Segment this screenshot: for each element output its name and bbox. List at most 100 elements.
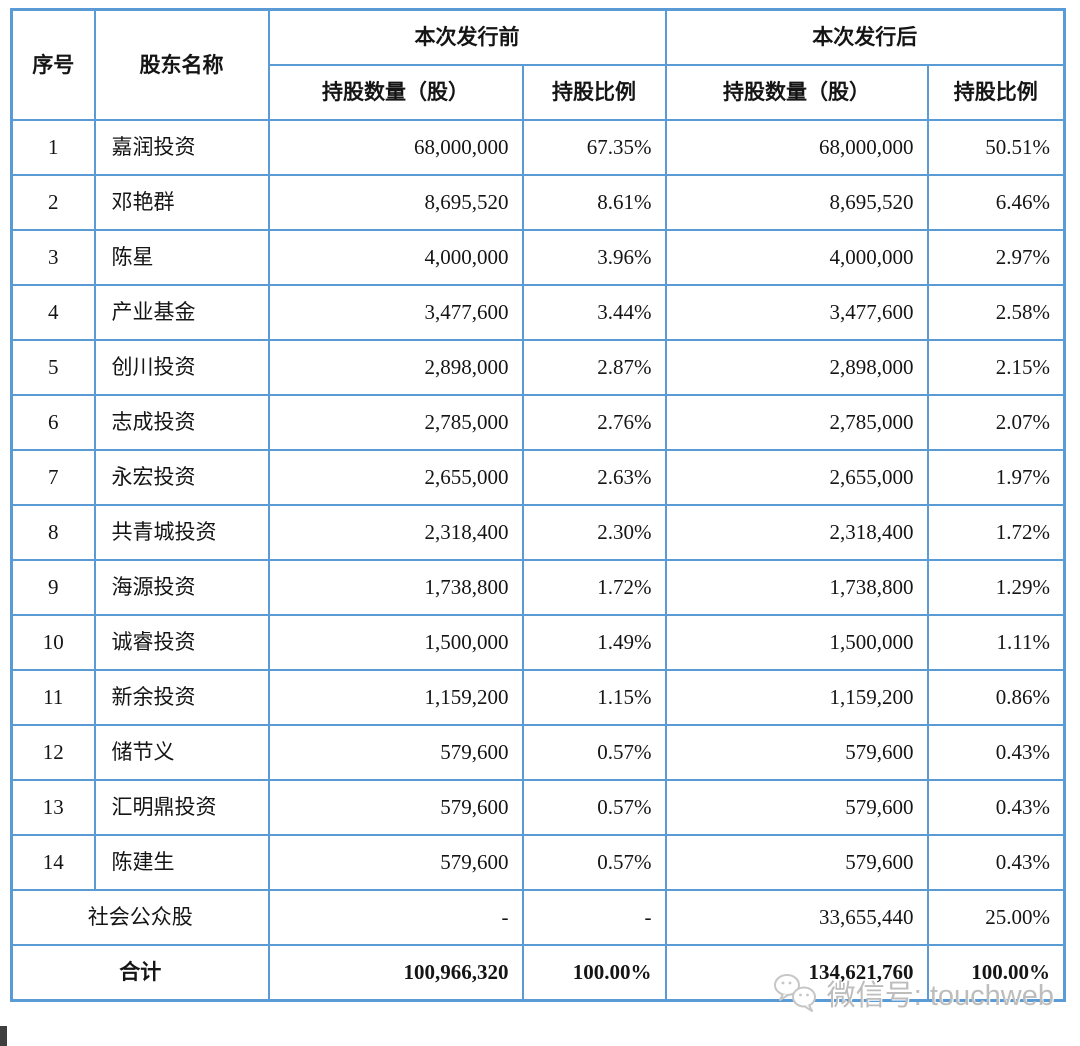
pre-shares-cell: 579,600	[267, 779, 524, 836]
shareholder-name-cell: 邓艳群	[93, 174, 270, 231]
pre-shares-cell: 2,655,000	[267, 449, 524, 506]
header-post-shares: 持股数量（股）	[664, 64, 929, 121]
table-row: 1 嘉润投资 68,000,000 67.35% 68,000,000 50.5…	[10, 119, 1066, 176]
pre-shares-cell: -	[267, 889, 524, 946]
pre-ratio-cell: 67.35%	[521, 119, 667, 176]
post-shares-cell: 3,477,600	[664, 284, 929, 341]
post-ratio-cell: 2.07%	[926, 394, 1066, 451]
pre-ratio-cell: 0.57%	[521, 724, 667, 781]
shareholder-name-cell: 新余投资	[93, 669, 270, 726]
shareholder-name-cell: 志成投资	[93, 394, 270, 451]
post-ratio-cell: 1.97%	[926, 449, 1066, 506]
post-ratio-cell: 0.43%	[926, 834, 1066, 891]
post-ratio-cell: 2.97%	[926, 229, 1066, 286]
pre-shares-cell: 4,000,000	[267, 229, 524, 286]
pre-ratio-cell: 2.30%	[521, 504, 667, 561]
header-pre-ratio: 持股比例	[521, 64, 667, 121]
index-cell: 10	[10, 614, 96, 671]
pre-shares-cell: 579,600	[267, 724, 524, 781]
table-row: 6 志成投资 2,785,000 2.76% 2,785,000 2.07%	[10, 394, 1066, 451]
index-cell: 14	[10, 834, 96, 891]
pre-shares-cell: 579,600	[267, 834, 524, 891]
pre-shares-cell: 68,000,000	[267, 119, 524, 176]
table-header: 序号 股东名称 本次发行前 本次发行后 持股数量（股） 持股比例 持股数量（股）…	[10, 8, 1066, 121]
post-ratio-cell: 25.00%	[926, 889, 1066, 946]
pre-ratio-cell: 8.61%	[521, 174, 667, 231]
index-cell: 1	[10, 119, 96, 176]
pre-ratio-cell: 3.44%	[521, 284, 667, 341]
pre-ratio-cell: 3.96%	[521, 229, 667, 286]
pre-ratio-cell: 0.57%	[521, 779, 667, 836]
table-row: 8 共青城投资 2,318,400 2.30% 2,318,400 1.72%	[10, 504, 1066, 561]
post-shares-cell: 579,600	[664, 779, 929, 836]
index-cell: 3	[10, 229, 96, 286]
post-shares-cell: 4,000,000	[664, 229, 929, 286]
post-ratio-cell: 0.43%	[926, 779, 1066, 836]
header-shareholder-name: 股东名称	[93, 8, 270, 121]
index-cell: 6	[10, 394, 96, 451]
shareholder-name-cell: 陈建生	[93, 834, 270, 891]
header-after-issuance: 本次发行后	[664, 8, 1066, 66]
public-shares-row: 社会公众股 - - 33,655,440 25.00%	[10, 889, 1066, 946]
header-post-ratio: 持股比例	[926, 64, 1066, 121]
post-ratio-cell: 1.11%	[926, 614, 1066, 671]
post-shares-cell: 579,600	[664, 724, 929, 781]
post-shares-cell: 1,500,000	[664, 614, 929, 671]
post-shares-cell: 2,785,000	[664, 394, 929, 451]
post-shares-cell: 1,738,800	[664, 559, 929, 616]
table-row: 14 陈建生 579,600 0.57% 579,600 0.43%	[10, 834, 1066, 891]
table-row: 10 诚睿投资 1,500,000 1.49% 1,500,000 1.11%	[10, 614, 1066, 671]
index-cell: 4	[10, 284, 96, 341]
shareholder-name-cell: 共青城投资	[93, 504, 270, 561]
index-cell: 11	[10, 669, 96, 726]
pre-ratio-cell: 1.15%	[521, 669, 667, 726]
pre-shares-cell: 8,695,520	[267, 174, 524, 231]
shareholder-name-cell: 诚睿投资	[93, 614, 270, 671]
index-cell: 2	[10, 174, 96, 231]
post-ratio-cell: 6.46%	[926, 174, 1066, 231]
table-row: 2 邓艳群 8,695,520 8.61% 8,695,520 6.46%	[10, 174, 1066, 231]
table-row: 4 产业基金 3,477,600 3.44% 3,477,600 2.58%	[10, 284, 1066, 341]
pre-ratio-total-cell: 100.00%	[521, 944, 667, 1002]
shareholder-table: 序号 股东名称 本次发行前 本次发行后 持股数量（股） 持股比例 持股数量（股）…	[10, 8, 1066, 1002]
post-shares-cell: 33,655,440	[664, 889, 929, 946]
pre-shares-cell: 1,159,200	[267, 669, 524, 726]
pre-ratio-cell: 2.76%	[521, 394, 667, 451]
pre-ratio-cell: -	[521, 889, 667, 946]
pre-ratio-cell: 2.87%	[521, 339, 667, 396]
table-row: 13 汇明鼎投资 579,600 0.57% 579,600 0.43%	[10, 779, 1066, 836]
wechat-icon	[773, 972, 819, 1014]
index-cell: 7	[10, 449, 96, 506]
index-cell: 5	[10, 339, 96, 396]
post-shares-cell: 68,000,000	[664, 119, 929, 176]
post-shares-cell: 1,159,200	[664, 669, 929, 726]
index-cell: 12	[10, 724, 96, 781]
post-ratio-total-cell: 100.00%	[926, 944, 1066, 1002]
shareholder-name-cell: 嘉润投资	[93, 119, 270, 176]
post-ratio-cell: 1.29%	[926, 559, 1066, 616]
pre-shares-cell: 3,477,600	[267, 284, 524, 341]
header-before-issuance: 本次发行前	[267, 8, 667, 66]
post-ratio-cell: 0.86%	[926, 669, 1066, 726]
table-row: 12 储节义 579,600 0.57% 579,600 0.43%	[10, 724, 1066, 781]
table-row: 5 创川投资 2,898,000 2.87% 2,898,000 2.15%	[10, 339, 1066, 396]
pre-ratio-cell: 1.72%	[521, 559, 667, 616]
table-row: 9 海源投资 1,738,800 1.72% 1,738,800 1.29%	[10, 559, 1066, 616]
shareholder-name-cell: 陈星	[93, 229, 270, 286]
header-index: 序号	[10, 8, 96, 121]
pre-ratio-cell: 0.57%	[521, 834, 667, 891]
post-shares-cell: 2,318,400	[664, 504, 929, 561]
index-cell: 9	[10, 559, 96, 616]
pre-shares-total-cell: 100,966,320	[267, 944, 524, 1002]
post-ratio-cell: 50.51%	[926, 119, 1066, 176]
shareholder-rows: 1 嘉润投资 68,000,000 67.35% 68,000,000 50.5…	[10, 119, 1066, 891]
shareholder-name-cell: 产业基金	[93, 284, 270, 341]
index-cell: 13	[10, 779, 96, 836]
post-ratio-cell: 2.15%	[926, 339, 1066, 396]
total-row: 合计 100,966,320 100.00% 134,621,760 100.0…	[10, 944, 1066, 1002]
table-row: 3 陈星 4,000,000 3.96% 4,000,000 2.97%	[10, 229, 1066, 286]
shareholder-name-cell: 海源投资	[93, 559, 270, 616]
shareholder-name-cell: 永宏投资	[93, 449, 270, 506]
pre-ratio-cell: 2.63%	[521, 449, 667, 506]
pre-shares-cell: 1,500,000	[267, 614, 524, 671]
